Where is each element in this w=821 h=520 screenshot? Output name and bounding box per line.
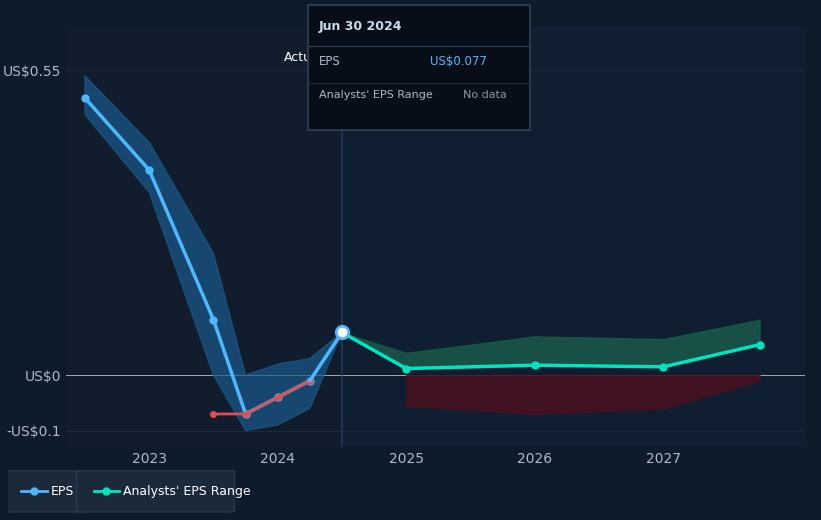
Text: US$0.077: US$0.077 <box>430 55 487 68</box>
Text: Actual: Actual <box>283 51 323 64</box>
Bar <box>66 26 342 447</box>
Bar <box>342 26 805 447</box>
Text: Analysts' EPS Range: Analysts' EPS Range <box>123 485 251 498</box>
Polygon shape <box>85 76 342 431</box>
Text: Jun 30 2024: Jun 30 2024 <box>319 20 402 33</box>
Text: Analysts Forecasts: Analysts Forecasts <box>361 51 478 64</box>
FancyBboxPatch shape <box>4 471 85 512</box>
FancyBboxPatch shape <box>76 471 235 512</box>
Text: Analysts' EPS Range: Analysts' EPS Range <box>319 90 433 100</box>
Text: No data: No data <box>463 90 507 100</box>
Text: EPS: EPS <box>51 485 74 498</box>
Text: EPS: EPS <box>319 55 341 68</box>
